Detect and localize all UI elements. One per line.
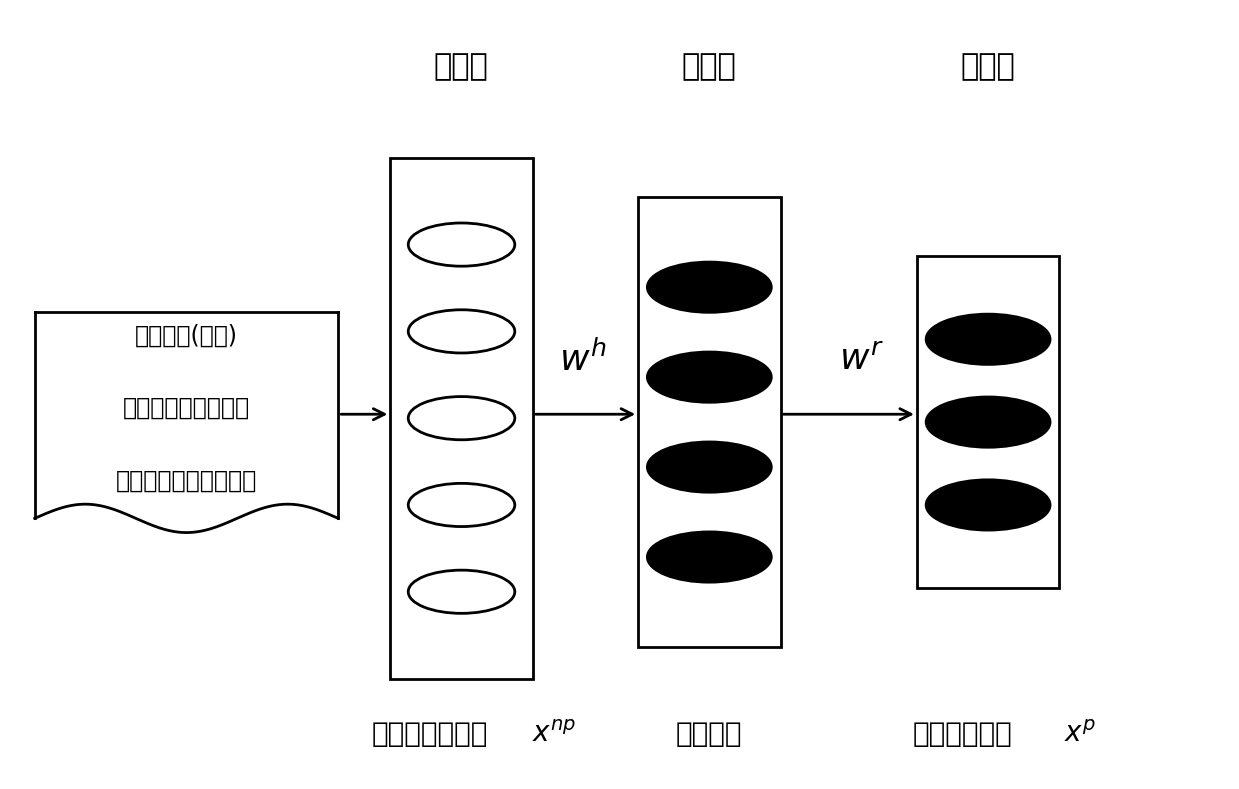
Bar bbox=[35, 310, 338, 533]
Text: 源域数据(标记): 源域数据(标记) bbox=[135, 323, 238, 347]
Bar bbox=[917, 256, 1059, 588]
Text: 非枢轴特征向量: 非枢轴特征向量 bbox=[372, 720, 488, 748]
Ellipse shape bbox=[926, 397, 1049, 447]
Ellipse shape bbox=[408, 484, 514, 526]
Text: 输出层: 输出层 bbox=[960, 53, 1015, 81]
Text: 隐藏层: 隐藏层 bbox=[681, 53, 736, 81]
Text: 源域数据（未标记）: 源域数据（未标记） bbox=[123, 396, 250, 420]
Text: $x^p$: $x^p$ bbox=[1064, 720, 1097, 748]
Text: $w^r$: $w^r$ bbox=[839, 342, 883, 376]
Ellipse shape bbox=[647, 532, 771, 582]
Ellipse shape bbox=[647, 442, 771, 492]
Text: 隐层特征: 隐层特征 bbox=[675, 720, 742, 748]
Ellipse shape bbox=[647, 352, 771, 402]
Bar bbox=[638, 197, 781, 647]
Ellipse shape bbox=[408, 397, 514, 439]
Text: $w^h$: $w^h$ bbox=[559, 340, 606, 378]
Text: 枢轴特征向量: 枢轴特征向量 bbox=[913, 720, 1012, 748]
Text: 目标域数据（未标记）: 目标域数据（未标记） bbox=[115, 469, 258, 492]
Text: 输入层: 输入层 bbox=[434, 53, 488, 81]
Ellipse shape bbox=[926, 314, 1049, 365]
Ellipse shape bbox=[408, 310, 514, 353]
Bar bbox=[390, 158, 533, 679]
Ellipse shape bbox=[647, 262, 771, 312]
Text: $x^{np}$: $x^{np}$ bbox=[532, 720, 576, 748]
Ellipse shape bbox=[408, 223, 514, 266]
Ellipse shape bbox=[926, 480, 1049, 530]
Ellipse shape bbox=[408, 570, 514, 613]
